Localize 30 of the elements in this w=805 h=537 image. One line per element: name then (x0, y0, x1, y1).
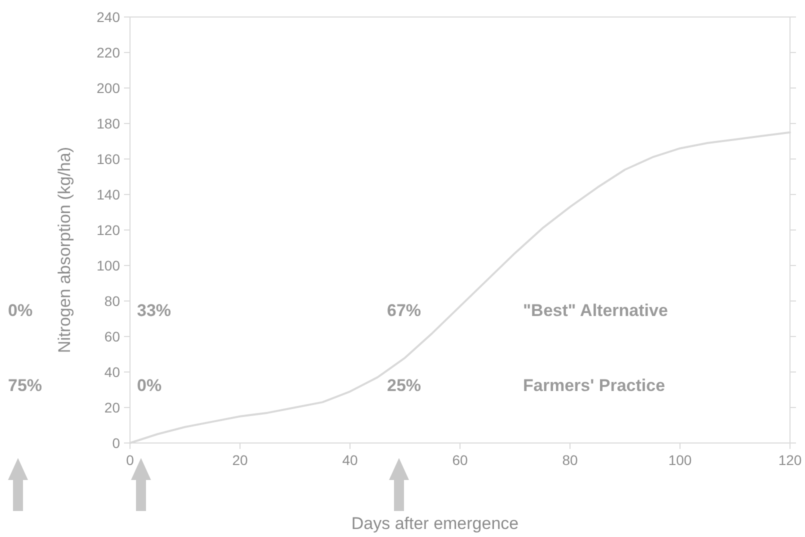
x-tick-label: 20 (232, 452, 248, 468)
annotation: 33% (137, 301, 172, 320)
y-tick-label: 180 (96, 115, 120, 132)
text: 0% (8, 301, 33, 320)
annotation: 0% (137, 376, 162, 395)
text: 75% (8, 376, 42, 395)
y-axis-title: Nitrogen absorption (kg/ha) (55, 146, 74, 354)
y-tick-label: 20 (104, 399, 120, 416)
x-tick-label: 0 (126, 452, 134, 468)
annotation: Farmers' Practice (523, 376, 666, 395)
x-tick-label: 60 (452, 452, 468, 468)
y-tick-label: 60 (104, 328, 120, 344)
x-tick-label: 40 (342, 452, 358, 468)
y-tick-label: 100 (96, 257, 120, 274)
annotation: 67% (387, 301, 422, 320)
annotation: "Best" Alternative (523, 301, 668, 320)
x-axis-title: Days after emergence (351, 514, 519, 533)
y-tick-label: 120 (96, 222, 120, 238)
y-tick-label: 40 (104, 364, 120, 380)
y-tick-label: 240 (96, 8, 120, 25)
y-tick-label: 200 (96, 80, 120, 96)
y-tick-label: 140 (96, 186, 120, 202)
y-tick-label: 80 (104, 292, 120, 309)
x-tick-label: 100 (668, 452, 692, 468)
y-tick-label: 160 (96, 150, 120, 167)
x-tick-label: 120 (778, 452, 802, 468)
y-tick-label: 220 (96, 44, 120, 60)
y-tick-label: 0 (112, 434, 120, 451)
x-tick-label: 80 (562, 452, 578, 468)
annotation: 25% (387, 376, 422, 395)
